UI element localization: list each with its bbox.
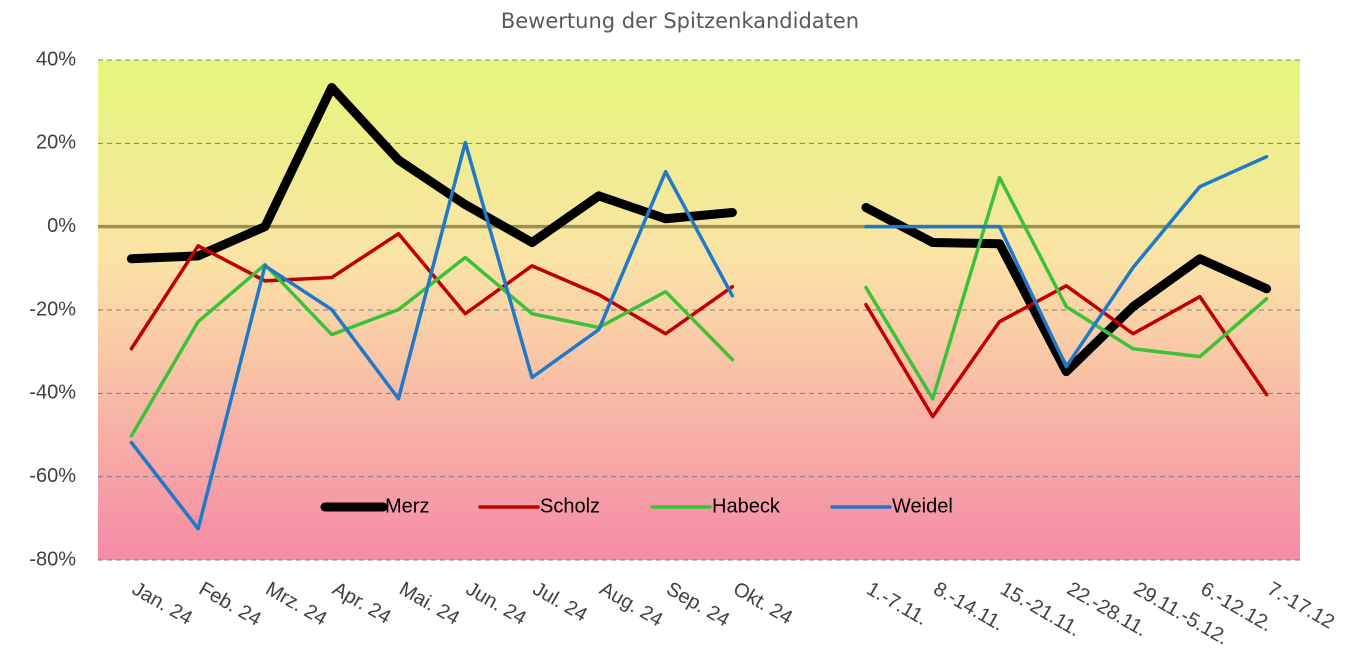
series-line [129, 175, 1269, 438]
legend-label: Habeck [712, 495, 781, 517]
x-tick-label: Jul. 24 [529, 578, 591, 627]
x-tick-label: 7.-17.12 [1263, 578, 1338, 634]
x-tick-label: 1.-7.11. [863, 578, 931, 630]
y-tick-label: -40% [29, 382, 76, 404]
x-tick-label: Okt. 24 [729, 578, 796, 629]
y-tick-label: -20% [29, 298, 76, 320]
x-tick-label: Mai. 24 [395, 578, 463, 630]
x-tick-label: Feb. 24 [195, 578, 265, 631]
y-tick-label: 40% [36, 48, 76, 70]
x-tick-label: Jun. 24 [462, 578, 530, 630]
chart-title: Bewertung der Spitzenkandidaten [501, 9, 859, 33]
x-tick-label: Mrz. 24 [262, 578, 331, 630]
legend-label: Weidel [892, 495, 953, 517]
legend-label: Scholz [540, 495, 600, 517]
x-tick-label: Jan. 24 [128, 578, 196, 630]
series-line [126, 83, 1272, 377]
x-tick-label: Apr. 24 [329, 578, 395, 629]
series-line [129, 140, 1269, 531]
y-tick-label: 20% [36, 132, 76, 154]
y-tick-label: 0% [47, 215, 76, 237]
legend-label: Merz [385, 495, 429, 517]
x-tick-label: Sep. 24 [662, 578, 733, 632]
y-tick-label: -80% [29, 548, 76, 570]
x-tick-label: 8.-14.11. [930, 578, 1008, 636]
x-tick-label: Aug. 24 [596, 578, 667, 632]
y-tick-label: -60% [29, 465, 76, 487]
